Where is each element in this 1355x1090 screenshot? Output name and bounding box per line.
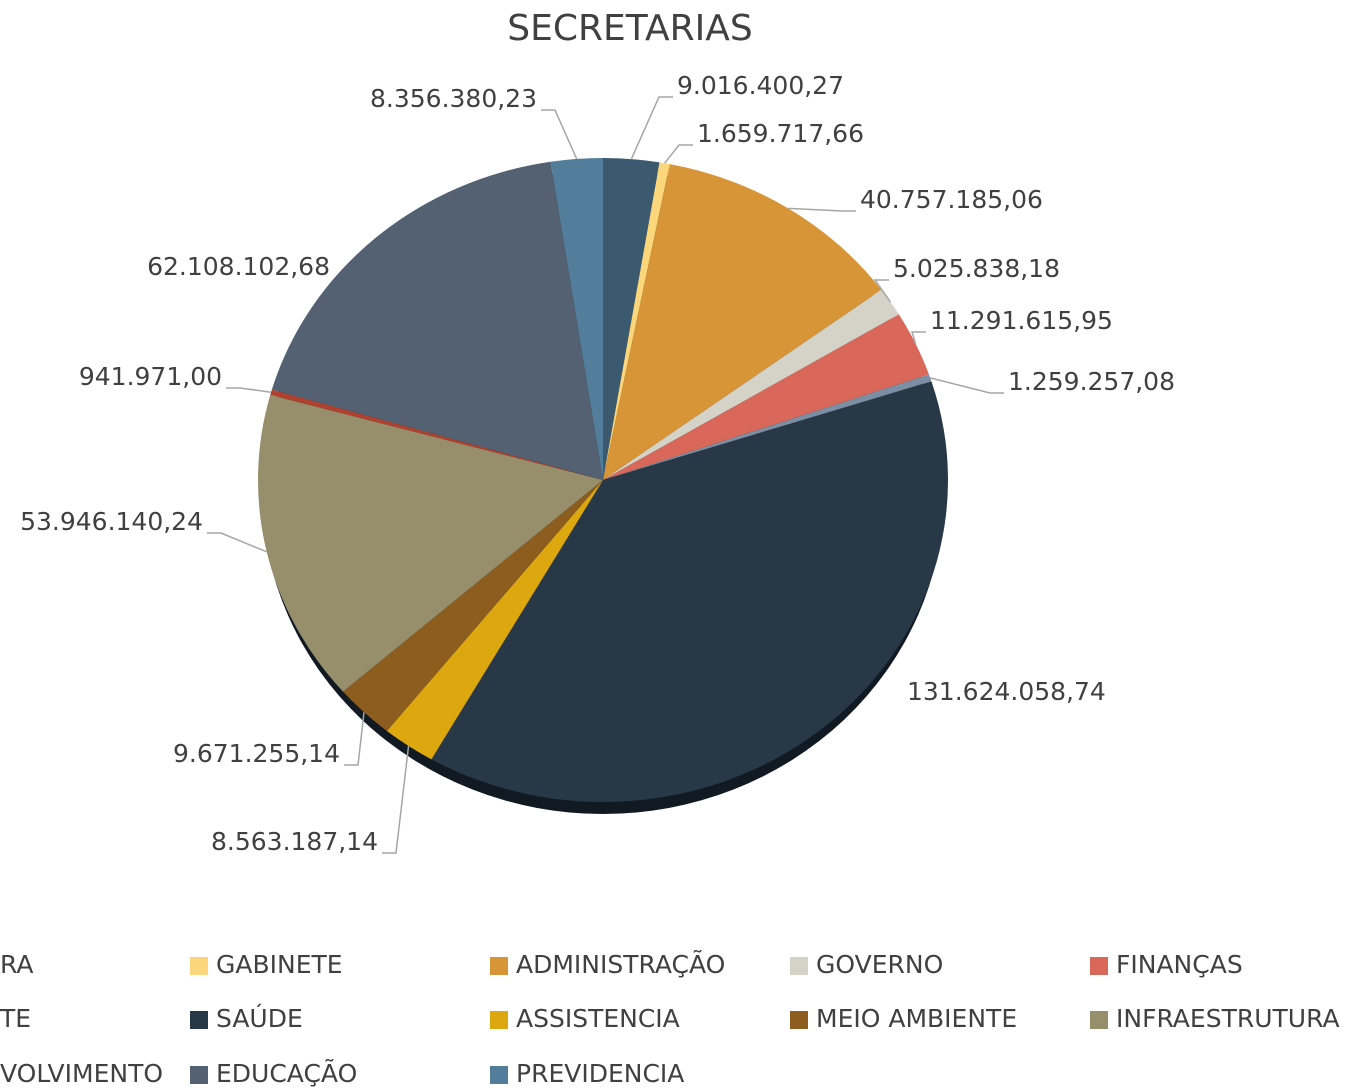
leader-line — [382, 745, 410, 854]
legend-label: RA — [0, 950, 33, 979]
pie-slice — [603, 158, 660, 480]
legend-label: PREVIDENCIA — [516, 1059, 684, 1088]
legend-swatch — [490, 1066, 508, 1084]
leader-line — [541, 109, 578, 160]
pie-slice — [257, 394, 603, 692]
legend-label: ADMINISTRAÇÃO — [516, 949, 725, 979]
leader-line — [873, 279, 892, 303]
data-label: 62.108.102,68 — [147, 252, 330, 281]
legend-label: ASSISTENCIA — [516, 1004, 680, 1033]
legend-label: VOLVIMENTO — [0, 1059, 163, 1088]
chart-title: SECRETARIAS — [507, 8, 752, 49]
pie-slice — [271, 161, 603, 480]
data-label: 1.659.717,66 — [697, 119, 864, 148]
leader-line — [344, 712, 365, 766]
pie-slice — [603, 289, 899, 480]
legend-swatch — [190, 957, 208, 975]
legend-label: FINANÇAS — [1116, 950, 1243, 979]
legend-swatch — [1090, 1011, 1108, 1029]
pie-slice — [603, 314, 929, 480]
leader-line — [226, 387, 272, 393]
leader-line — [788, 207, 856, 212]
legend-swatch — [790, 957, 808, 975]
leader-line — [207, 532, 267, 553]
pie-slice — [550, 158, 603, 480]
legend-swatch — [790, 1011, 808, 1029]
data-label: 1.259.257,08 — [1008, 367, 1175, 396]
legend-label: SAÚDE — [216, 1003, 303, 1033]
leader-line — [664, 144, 693, 164]
pie-slice — [603, 374, 932, 480]
data-label: 8.563.187,14 — [211, 827, 378, 856]
pie-slice — [431, 381, 949, 802]
leader-line — [930, 377, 1004, 394]
legend-label: EDUCAÇÃO — [216, 1058, 357, 1088]
legend-label: MEIO AMBIENTE — [816, 1004, 1017, 1033]
data-label: 5.025.838,18 — [893, 254, 1060, 283]
data-label: 131.624.058,74 — [907, 677, 1106, 706]
leader-line — [630, 96, 673, 160]
data-label: 8.356.380,23 — [370, 84, 537, 113]
pie-slice — [343, 480, 603, 731]
leader-line — [910, 331, 926, 344]
pie-slice — [386, 480, 603, 760]
pie-slice — [270, 389, 603, 480]
pie-slice — [603, 162, 670, 480]
pie-slice — [603, 164, 882, 480]
legend-label: GOVERNO — [816, 950, 943, 979]
legend-swatch — [1090, 957, 1108, 975]
legend-swatch — [490, 1011, 508, 1029]
legend-label: TE — [0, 1004, 31, 1033]
legend-swatch — [190, 1066, 208, 1084]
data-label: 9.016.400,27 — [677, 71, 844, 100]
legend-swatch — [490, 957, 508, 975]
legend-swatch — [190, 1011, 208, 1029]
legend-label: GABINETE — [216, 950, 343, 979]
data-label: 9.671.255,14 — [173, 739, 340, 768]
data-label: 941.971,00 — [79, 362, 222, 391]
data-label: 53.946.140,24 — [20, 507, 203, 536]
legend-label: INFRAESTRUTURA — [1116, 1004, 1340, 1033]
data-label: 40.757.185,06 — [860, 185, 1043, 214]
data-label: 11.291.615,95 — [930, 306, 1113, 335]
